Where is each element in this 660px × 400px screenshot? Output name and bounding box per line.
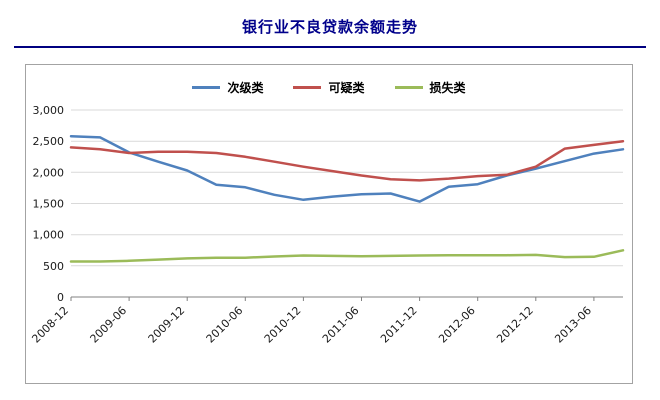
y-tick-label: 1,500 xyxy=(33,198,65,211)
page-title: 银行业不良贷款余额走势 xyxy=(241,18,418,36)
x-tick-label: 2012-12 xyxy=(494,304,536,346)
x-tick-label: 2008-12 xyxy=(29,304,71,346)
x-tick-label: 2011-12 xyxy=(378,304,420,346)
legend-label-substandard: 次级类 xyxy=(227,80,264,95)
y-tick-label: 2,000 xyxy=(33,166,65,179)
legend-item-substandard[interactable]: 次级类 xyxy=(192,79,263,96)
y-tick-label: 3,000 xyxy=(33,104,65,117)
x-tick-label: 2012-06 xyxy=(436,304,478,346)
legend-swatch-doubtful xyxy=(293,85,322,89)
x-tick-label: 2013-06 xyxy=(552,304,594,346)
legend-swatch-loss xyxy=(394,85,423,89)
y-tick-label: 2,500 xyxy=(33,135,65,148)
x-tick-label: 2009-06 xyxy=(88,304,130,346)
chart-legend: 次级类 可疑类 损失类 xyxy=(26,73,632,101)
y-tick-label: 0 xyxy=(57,291,64,304)
legend-swatch-substandard xyxy=(192,85,221,89)
legend-label-loss: 损失类 xyxy=(429,80,466,95)
title-divider xyxy=(14,46,646,48)
legend-item-doubtful[interactable]: 可疑类 xyxy=(293,79,365,96)
legend-item-loss[interactable]: 损失类 xyxy=(394,79,466,96)
y-tick-label: 1,000 xyxy=(33,229,65,242)
x-tick-label: 2011-06 xyxy=(320,304,362,346)
x-tick-label: 2009-12 xyxy=(146,304,188,346)
series-line-次级类 xyxy=(69,134,625,203)
line-chart: 0 500 1,000 1,500 2,000 2,500 3,000 2008-12 2009… xyxy=(29,104,625,346)
legend-label-doubtful: 可疑类 xyxy=(328,80,365,95)
chart-panel: 次级类 可疑类 损失类 0 500 1,000 1,500 2,000 2,500 3,00… xyxy=(25,64,633,384)
series-line-损失类 xyxy=(69,249,625,263)
series-line-可疑类 xyxy=(69,139,625,182)
x-tick-label: 2010-12 xyxy=(262,304,304,346)
x-tick-label: 2010-06 xyxy=(204,304,246,346)
y-tick-label: 500 xyxy=(43,260,64,273)
